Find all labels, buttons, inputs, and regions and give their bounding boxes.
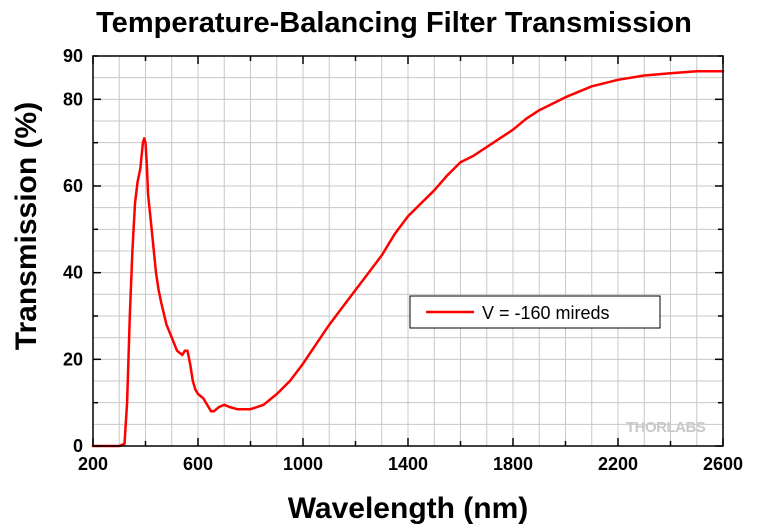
x-tick-label: 600 <box>183 454 213 474</box>
grid <box>93 56 723 446</box>
x-tick-label: 1800 <box>493 454 533 474</box>
y-axis-label: Transmission (%) <box>10 102 43 350</box>
y-tick-labels: 0 20 40 60 80 90 <box>63 46 83 456</box>
x-tick-label: 2600 <box>703 454 743 474</box>
x-tick-label: 2200 <box>598 454 638 474</box>
y-tick-label: 20 <box>63 349 83 369</box>
y-tick-label: 40 <box>63 263 83 283</box>
y-tick-label: 90 <box>63 46 83 66</box>
curve-layer <box>91 69 725 448</box>
tick-marks <box>92 55 724 447</box>
legend: V = -160 mireds <box>409 295 661 329</box>
y-tick-label: 60 <box>63 176 83 196</box>
x-tick-label: 1400 <box>388 454 428 474</box>
y-tick-label: 0 <box>73 436 83 456</box>
chart-title: Temperature-Balancing Filter Transmissio… <box>96 7 692 39</box>
x-tick-labels: 200 600 1000 1400 1800 2200 2600 <box>78 454 743 474</box>
x-axis-label: Wavelength (nm) <box>288 492 529 525</box>
thorlabs-logo: THORLABS <box>626 419 706 436</box>
y-tick-label: 80 <box>63 89 83 109</box>
x-tick-label: 1000 <box>283 454 323 474</box>
x-tick-label: 200 <box>78 454 108 474</box>
transmission-curve <box>91 69 725 448</box>
legend-label: V = -160 mireds <box>482 303 610 323</box>
